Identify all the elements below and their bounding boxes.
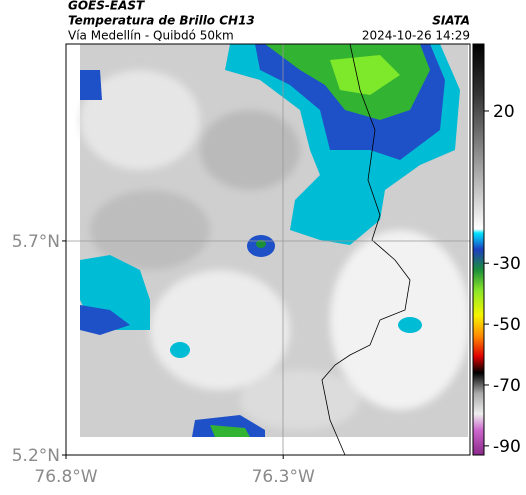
lat-tick-label: 5.2°N [12, 446, 60, 466]
title: Temperatura de Brillo CH13 [68, 14, 255, 28]
source: GOES-EAST [68, 0, 145, 13]
satellite-image [80, 44, 470, 437]
colorbar-tick-label: -50 [493, 315, 521, 335]
datetime: 2024-10-26 14:29 [362, 29, 470, 43]
colorbar-tick-label: -90 [493, 437, 521, 457]
lat-tick-label: 5.7°N [12, 232, 60, 252]
lon-tick-label: 76.3°W [252, 467, 315, 487]
ticks: 5.7°N 5.2°N76.8°W 76.3°W 20 -30 -50 -70 -90 [12, 102, 521, 487]
colorbar-tick-label: 20 [493, 102, 515, 122]
map-frame [65, 43, 471, 456]
colorbar-tick-label: -70 [493, 376, 521, 396]
colorbar-tick-label: -30 [493, 254, 521, 274]
colorbar [472, 43, 485, 456]
subtitle: Vía Medellín - Quibdó 50km [68, 29, 234, 43]
org: SIATA [432, 14, 470, 28]
lon-tick-label: 76.8°W [34, 467, 97, 487]
border [321, 43, 411, 456]
